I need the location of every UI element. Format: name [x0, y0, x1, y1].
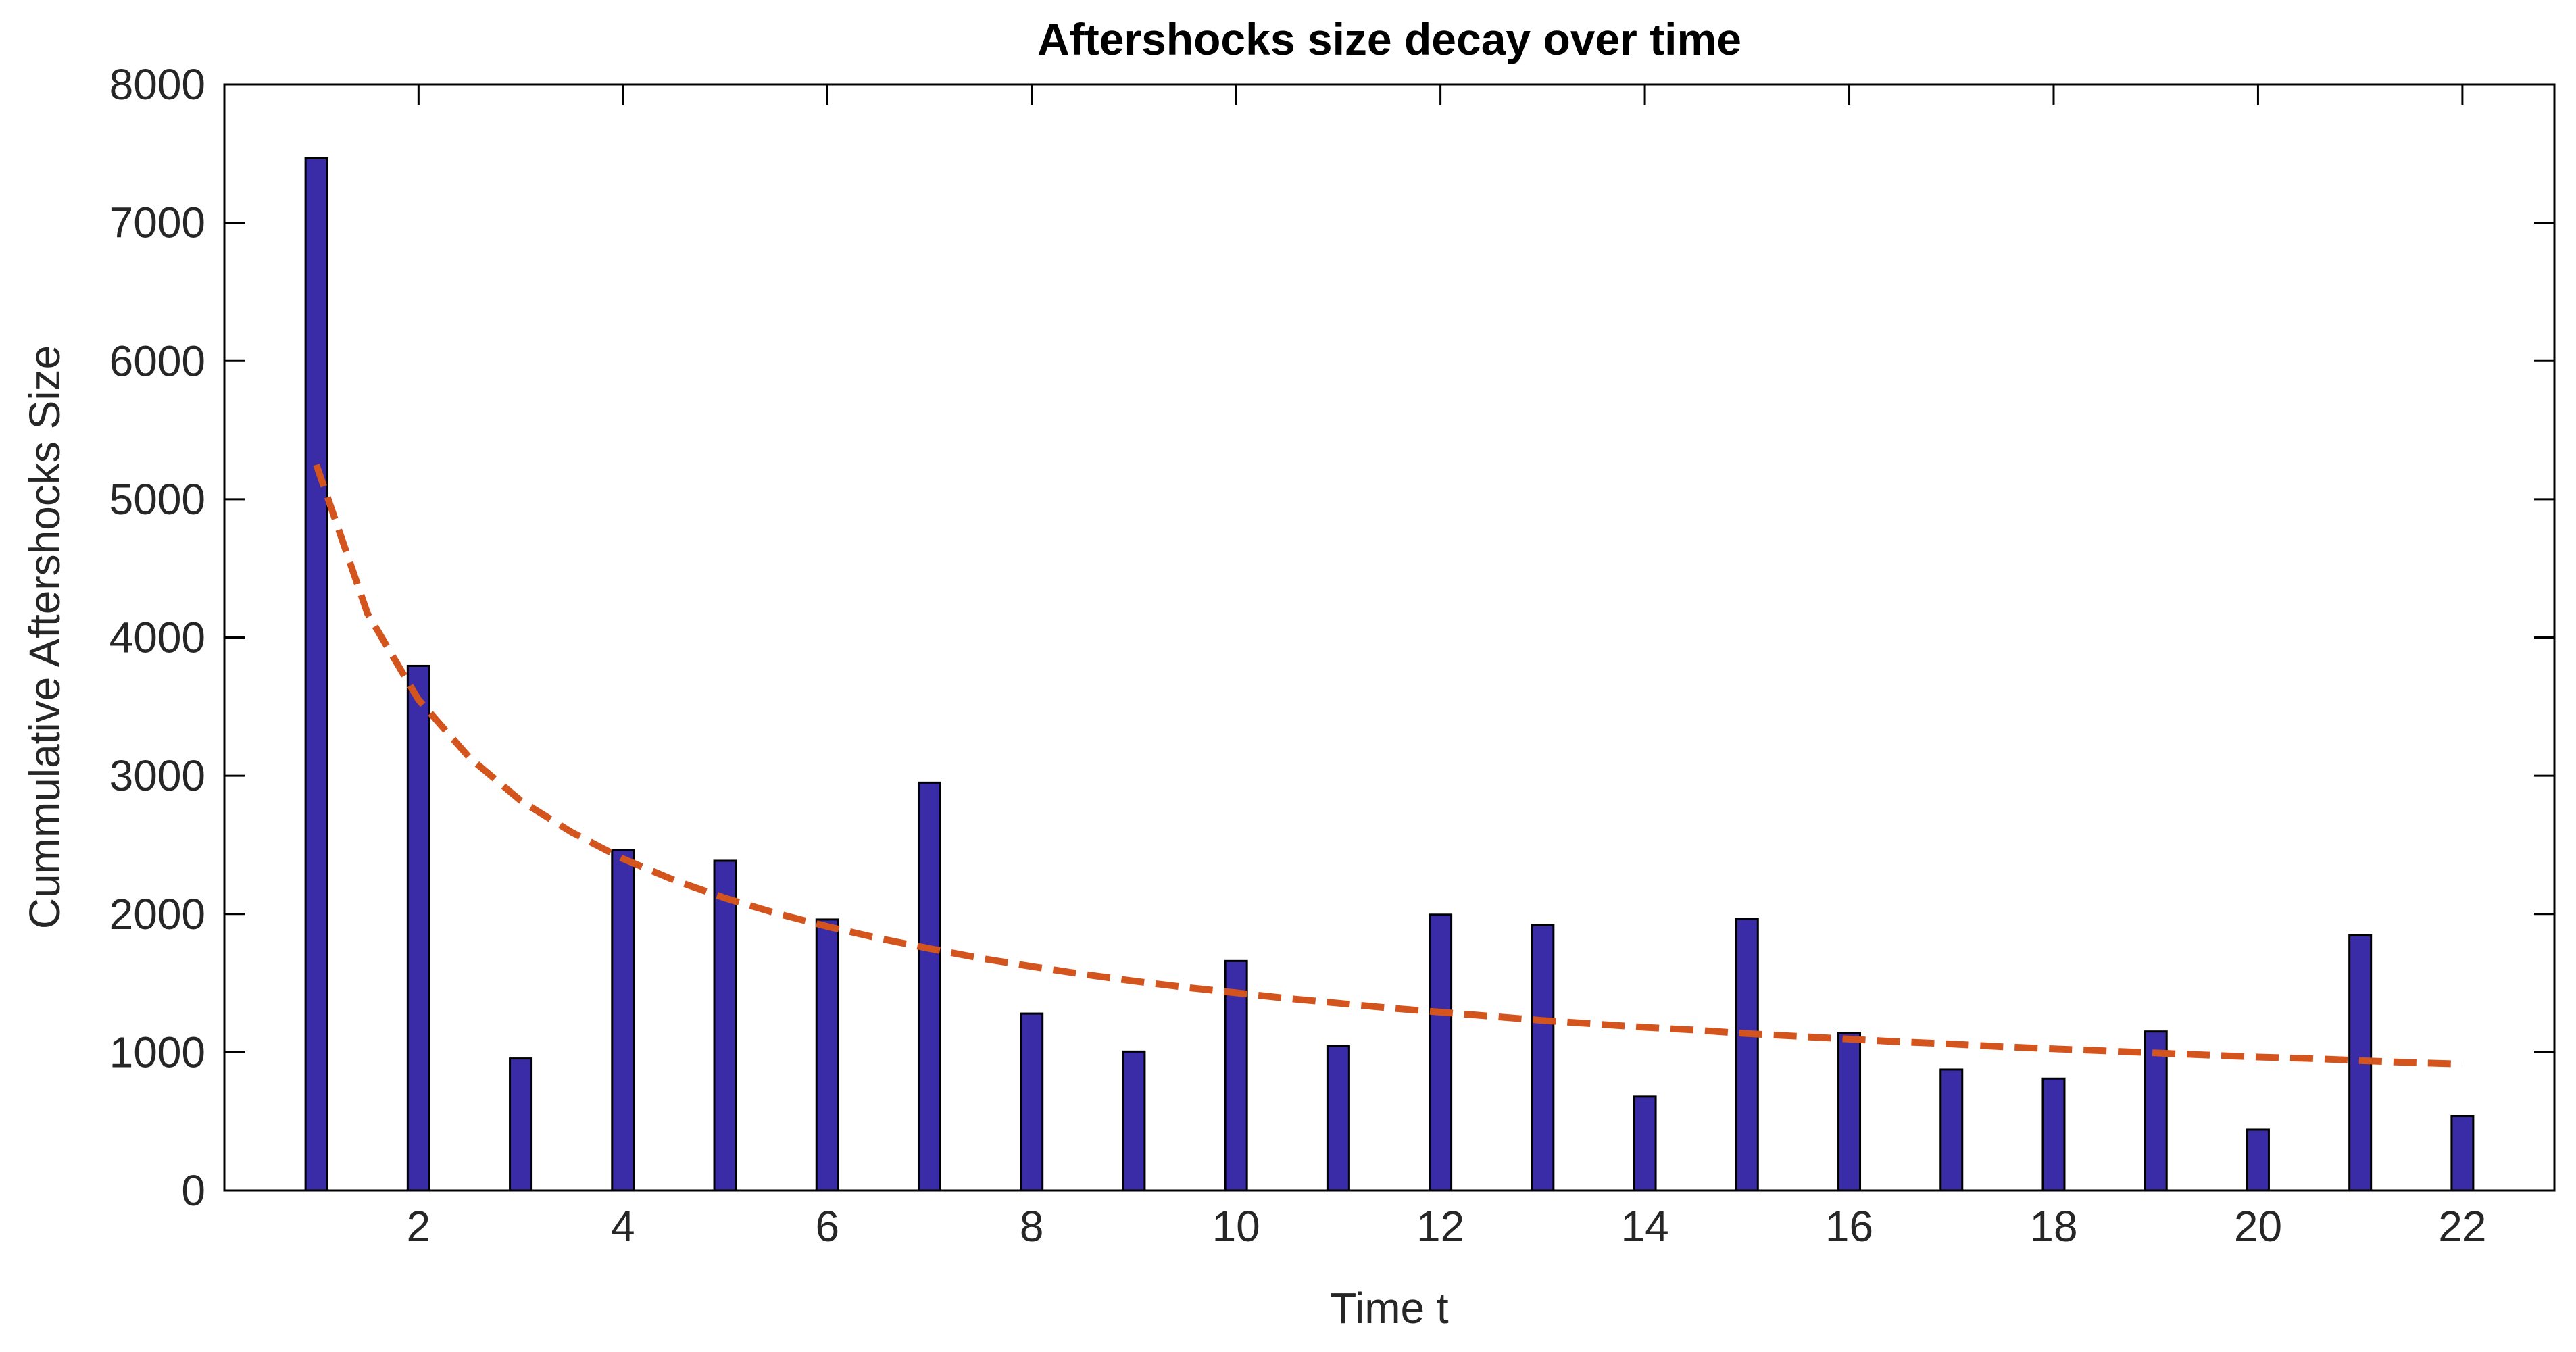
- bar-t16: [1837, 1032, 1862, 1192]
- bar-t22: [2450, 1115, 2475, 1192]
- bar-t18: [2041, 1077, 2066, 1192]
- decay-fit-curve: [313, 464, 2463, 1068]
- bar-t3: [509, 1057, 533, 1192]
- bar-t19: [2144, 1030, 2168, 1192]
- y-tick-label: 3000: [109, 751, 205, 800]
- bar-t20: [2246, 1128, 2270, 1192]
- bar-t14: [1633, 1095, 1657, 1192]
- bar-t1: [304, 157, 328, 1192]
- x-tick-label: 22: [2438, 1202, 2486, 1251]
- x-tick-label: 20: [2234, 1202, 2282, 1251]
- y-tick-label: 4000: [109, 614, 205, 662]
- chart-title: Aftershocks size decay over time: [1037, 14, 1741, 64]
- x-tick-label: 14: [1620, 1202, 1668, 1251]
- x-tick-label: 2: [407, 1202, 431, 1251]
- bar-t4: [611, 849, 635, 1192]
- x-tick-label: 12: [1416, 1202, 1464, 1251]
- bar-t9: [1122, 1050, 1146, 1192]
- bar-t17: [1939, 1068, 1964, 1192]
- x-tick-label: 16: [1825, 1202, 1873, 1251]
- x-tick-label: 4: [611, 1202, 635, 1251]
- x-tick-label: 6: [815, 1202, 839, 1251]
- bar-t7: [917, 781, 941, 1192]
- y-tick-label: 2000: [109, 890, 205, 938]
- bar-t12: [1429, 913, 1453, 1192]
- bar-t5: [713, 859, 737, 1192]
- bar-t6: [815, 918, 839, 1192]
- x-tick-label: 18: [2029, 1202, 2077, 1251]
- x-axis-label: Time t: [1330, 1284, 1449, 1332]
- bar-t13: [1531, 924, 1555, 1192]
- bar-t8: [1020, 1012, 1044, 1192]
- y-tick-label: 5000: [109, 475, 205, 524]
- y-tick-label: 1000: [109, 1028, 205, 1076]
- x-tick-label: 8: [1020, 1202, 1044, 1251]
- bar-t2: [406, 664, 430, 1192]
- y-tick-label: 6000: [109, 336, 205, 385]
- x-tick-label: 10: [1212, 1202, 1260, 1251]
- bar-t10: [1224, 959, 1248, 1192]
- y-tick-label: 0: [181, 1166, 205, 1215]
- bar-t15: [1735, 918, 1759, 1192]
- y-tick-label: 7000: [109, 199, 205, 247]
- y-tick-label: 8000: [109, 60, 205, 109]
- bar-t11: [1326, 1045, 1350, 1192]
- axes-frame: [223, 83, 2556, 1192]
